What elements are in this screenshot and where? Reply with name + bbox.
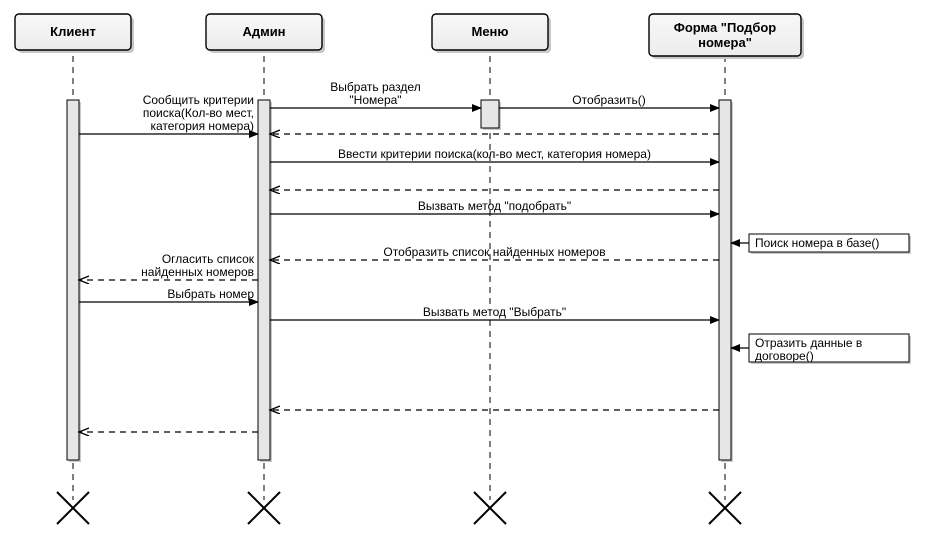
message-label-2: Сообщить критериипоиска(Кол-во мест,кате… (143, 93, 254, 133)
message-label-7: Отобразить список найденных номеров (383, 245, 605, 259)
message-label-10: Вызвать метод "Выбрать" (423, 305, 566, 319)
message-label-1: Отобразить() (572, 93, 645, 107)
message-label-6: Вызвать метод "подобрать" (418, 199, 571, 213)
activation-admin (258, 100, 270, 460)
message-label-0: Выбрать раздел"Номера" (330, 80, 420, 107)
message-label-9: Выбрать номер (167, 287, 254, 301)
activation-client (67, 100, 79, 460)
actor-label-client: Клиент (50, 24, 96, 39)
activation-form (719, 100, 731, 460)
actor-label-menu: Меню (471, 24, 508, 39)
actor-label-admin: Админ (242, 24, 285, 39)
sequence-diagram: КлиентАдминМенюФорма "Подборномера"Выбра… (0, 0, 936, 547)
message-label-4: Ввести критерии поиска(кол-во мест, кате… (338, 147, 651, 161)
self-call-label-0: Поиск номера в базе() (755, 236, 879, 250)
activation-menu (481, 100, 499, 128)
message-label-8: Огласить списокнайденных номеров (141, 252, 255, 279)
